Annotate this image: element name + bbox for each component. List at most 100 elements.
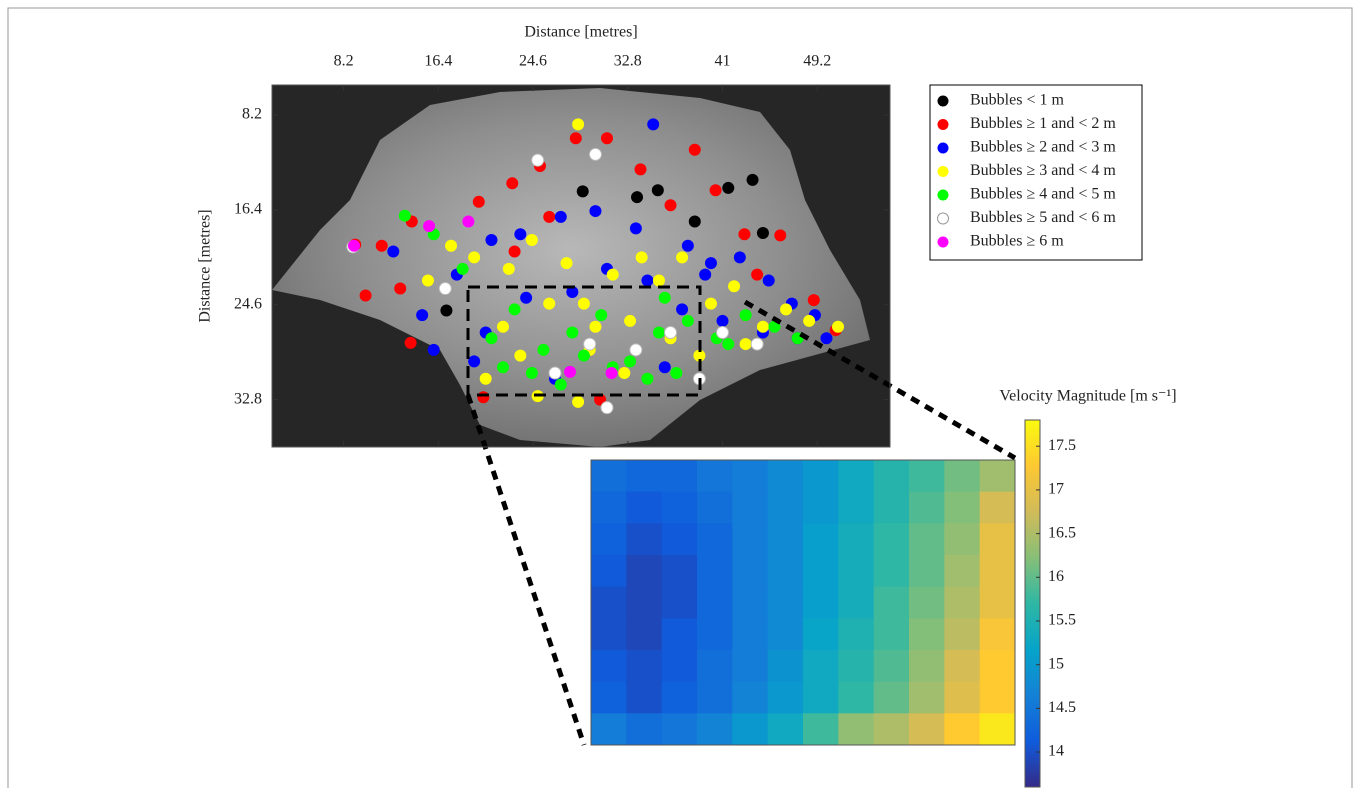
heatmap-cell	[732, 713, 769, 746]
legend-label: Bubbles ≥ 1 and < 2 m	[970, 115, 1116, 132]
bubble-point	[739, 309, 752, 322]
bubble-point	[569, 132, 582, 145]
heatmap-cell	[591, 586, 627, 619]
bubble-point	[576, 185, 589, 198]
x-tick-label: 8.2	[334, 53, 354, 70]
crater-image	[272, 88, 870, 447]
heatmap-cell	[873, 491, 910, 524]
bubble-point	[514, 349, 527, 362]
bubble-point	[652, 326, 665, 339]
heatmap-cell	[873, 650, 910, 683]
heatmap-cell	[626, 460, 663, 493]
legend-marker	[937, 166, 949, 177]
bubble-point	[548, 366, 562, 380]
heatmap-cell	[732, 618, 769, 651]
heatmap-cell	[838, 523, 875, 556]
heatmap-cell	[697, 491, 733, 524]
bubble-point	[688, 143, 701, 156]
colorbar-tick-label: 15.5	[1048, 612, 1076, 629]
legend-marker	[937, 189, 949, 201]
heatmap-cell	[909, 650, 945, 683]
heatmap-cell	[979, 713, 1016, 746]
y-tick-label: 32.8	[234, 390, 262, 407]
colorbar-tick-label: 16	[1048, 568, 1064, 585]
colorbar	[1024, 419, 1041, 788]
legend-label: Bubbles ≥ 3 and < 4 m	[970, 162, 1116, 179]
heatmap-cell	[838, 491, 875, 524]
bubble-point	[670, 366, 683, 379]
bubble-point	[560, 257, 573, 270]
bubble-point	[722, 181, 735, 194]
bubble-point	[629, 222, 642, 235]
bubble-point	[514, 228, 527, 241]
bubble-point	[404, 336, 417, 349]
heatmap-cell	[732, 650, 769, 683]
legend-label: Bubbles ≥ 5 and < 6 m	[970, 209, 1116, 226]
bubble-point	[652, 274, 665, 287]
heatmap-cell	[591, 491, 627, 524]
bubble-point	[566, 326, 579, 339]
bubble-point	[762, 274, 775, 287]
bubble-point	[423, 220, 436, 233]
bubble-point	[583, 337, 597, 351]
heatmap-cell	[767, 523, 804, 556]
heatmap-cell	[626, 586, 663, 619]
heatmap-cell	[661, 555, 698, 588]
heatmap-cell	[591, 555, 627, 588]
heatmap-cell	[767, 713, 804, 746]
bubble-point	[746, 173, 759, 186]
bubble-point	[624, 314, 637, 327]
heatmap-cell	[909, 618, 945, 651]
bubble-point	[699, 268, 712, 281]
bubble-point	[525, 233, 538, 246]
zoom-line	[743, 299, 1017, 461]
heatmap-cell	[873, 681, 910, 714]
bubble-point	[739, 338, 752, 351]
heatmap-cell	[909, 491, 945, 524]
bubble-point	[440, 304, 453, 317]
zoom-box	[466, 285, 702, 397]
heatmap-cell	[626, 681, 663, 714]
colorbar-label: Velocity Magnitude [m s⁻¹]	[999, 388, 1176, 405]
bubble-point	[647, 118, 660, 131]
bubble-point	[634, 163, 647, 176]
bubble-point	[577, 349, 590, 362]
heatmap-border	[590, 459, 1016, 746]
heatmap-cell	[979, 618, 1016, 651]
bubble-point	[531, 153, 545, 167]
frame	[7, 7, 1353, 788]
heatmap-cell	[979, 586, 1016, 619]
zoom-line	[465, 394, 587, 746]
heatmap-cell	[979, 491, 1016, 524]
bubble-point	[681, 239, 694, 252]
heatmap-cell	[979, 523, 1016, 556]
bubble-point	[525, 366, 538, 379]
legend-marker	[937, 236, 949, 248]
bubble-point	[716, 326, 730, 340]
bubble-point	[676, 303, 689, 316]
bubble-point	[600, 401, 614, 415]
bubble-point	[537, 343, 550, 356]
bubble-point	[733, 251, 746, 264]
bubble-point	[497, 361, 510, 374]
heatmap-cell	[944, 618, 981, 651]
legend-marker	[937, 119, 949, 130]
heatmap-cell	[944, 491, 981, 524]
x-tick-label: 32.8	[614, 53, 642, 70]
bubble-point	[479, 372, 492, 385]
bubble-point	[803, 314, 816, 327]
legend-label: Bubbles ≥ 6 m	[970, 233, 1064, 250]
heatmap-cell	[626, 713, 663, 746]
colorbar-tick-label: 17.5	[1048, 437, 1076, 454]
bubble-point	[641, 372, 654, 385]
bubble-point	[572, 118, 585, 131]
bubble-point	[605, 366, 618, 379]
bubble-point	[751, 268, 764, 281]
heatmap-cell	[697, 586, 733, 619]
heatmap-cell	[944, 460, 981, 493]
bubble-point	[348, 239, 361, 252]
bubble-point	[704, 297, 717, 310]
heatmap-cell	[591, 681, 627, 714]
heatmap-cell	[944, 713, 981, 746]
